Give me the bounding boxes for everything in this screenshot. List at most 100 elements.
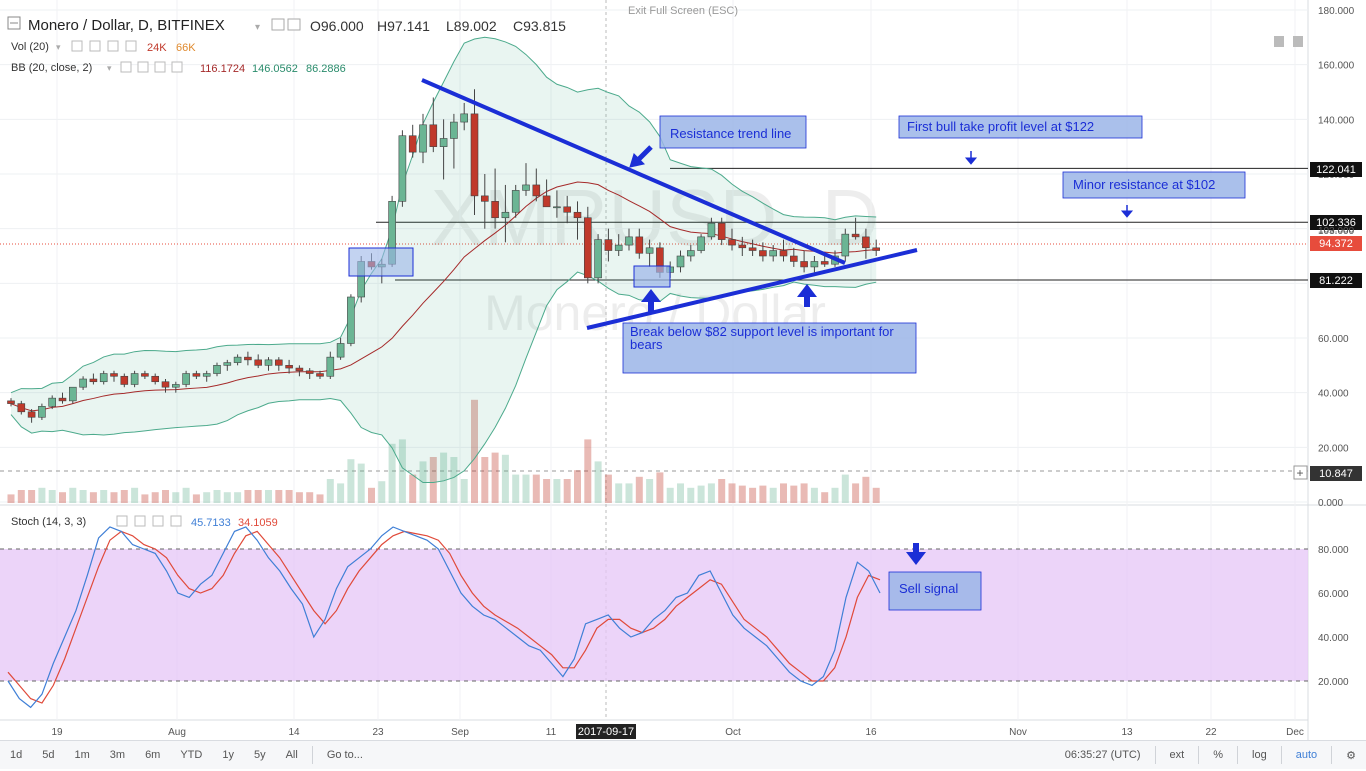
- range-1m[interactable]: 1m: [74, 749, 90, 761]
- exit-fullscreen[interactable]: Exit Full Screen (ESC): [628, 5, 738, 17]
- window-controls[interactable]: [1274, 36, 1303, 47]
- volume-bar: [810, 487, 818, 503]
- divider: [1280, 746, 1282, 764]
- volume-bar: [131, 487, 139, 503]
- gear-icon[interactable]: ⚙: [1346, 749, 1356, 762]
- candle-body: [480, 195, 489, 202]
- symbol-settings-icon[interactable]: [271, 18, 285, 31]
- vol-value-2: 66K: [176, 42, 196, 54]
- candle-body: [841, 233, 850, 257]
- range-5y[interactable]: 5y: [253, 749, 266, 761]
- stoch-label[interactable]: Stoch (14, 3, 3): [11, 516, 86, 528]
- candle-body: [439, 138, 448, 147]
- volume-bar: [141, 494, 149, 503]
- volume-bar: [368, 487, 375, 503]
- time-tick-label: Aug: [168, 727, 186, 738]
- time-tick-label: 13: [1121, 727, 1133, 738]
- price-tick-label: 140.000: [1318, 115, 1355, 126]
- symbol-title[interactable]: Monero / Dollar, D, BITFINEX: [28, 17, 225, 34]
- volume-bar: [460, 479, 468, 503]
- volume-bar: [574, 470, 581, 503]
- range-5d[interactable]: 5d: [42, 749, 55, 761]
- bb-settings-icons[interactable]: [120, 61, 183, 73]
- candle-body: [347, 296, 355, 344]
- symbol-compare-icon[interactable]: [287, 18, 301, 31]
- crosshair-date-tag: 2017-09-17: [576, 724, 636, 739]
- volume-bar: [79, 490, 87, 503]
- divider: [1331, 746, 1333, 764]
- ohlc-low: L89.002: [446, 18, 497, 34]
- stochastic-panel: [0, 526, 1308, 709]
- volume-bar: [615, 483, 623, 503]
- range-1d[interactable]: 1d: [10, 749, 23, 761]
- candle-body: [264, 359, 273, 366]
- candle-body: [728, 239, 736, 246]
- volume-bar: [326, 479, 334, 503]
- stoch-settings-icons[interactable]: [116, 515, 182, 527]
- candle-body: [759, 250, 767, 257]
- range-6m[interactable]: 6m: [145, 749, 161, 761]
- volume-bar: [697, 485, 705, 503]
- candle-body: [511, 190, 520, 213]
- volume-bar: [677, 483, 684, 503]
- volume-bar: [872, 487, 880, 503]
- volume-bar: [347, 459, 355, 503]
- volume-bar: [388, 443, 396, 503]
- bb-label[interactable]: BB (20, close, 2): [11, 62, 92, 74]
- bb-value-basis: 116.1724: [200, 63, 245, 75]
- add-indicator-button[interactable]: +: [1293, 465, 1308, 480]
- vol-settings-icons[interactable]: [71, 40, 137, 52]
- vol-label[interactable]: Vol (20): [11, 41, 49, 53]
- volume-bar: [244, 490, 252, 503]
- volume-bar: [223, 492, 231, 503]
- price-tick-label: 40.000: [1318, 389, 1349, 400]
- candle-body: [172, 384, 180, 388]
- candle-body: [614, 244, 623, 251]
- volume-bar: [666, 487, 674, 503]
- stoch-band: [0, 549, 1308, 681]
- svg-text:10.847: 10.847: [1319, 468, 1353, 480]
- symbol-dropdown-icon[interactable]: ▾: [255, 22, 260, 33]
- volume-bar: [203, 492, 211, 503]
- time-tick-label: Nov: [1009, 727, 1027, 738]
- vol-dropdown-icon[interactable]: ▾: [56, 42, 61, 52]
- volume-bar: [852, 483, 860, 503]
- bull-tp-label-box: [898, 115, 1143, 139]
- candle-body: [460, 113, 469, 123]
- volume-bar: [543, 479, 551, 503]
- range-all[interactable]: All: [285, 749, 298, 761]
- volume-bar: [213, 490, 221, 503]
- bb-dropdown-icon[interactable]: ▾: [107, 63, 112, 73]
- goto-button[interactable]: Go to...: [326, 749, 363, 761]
- candle-body: [408, 135, 417, 153]
- range-1y[interactable]: 1y: [222, 749, 234, 761]
- candle-body: [213, 365, 221, 374]
- stoch-tick-label: 80.000: [1318, 545, 1349, 556]
- volume-bar: [265, 490, 272, 503]
- volume-bar: [831, 487, 839, 503]
- clock: 06:35:27 (UTC): [1064, 749, 1141, 761]
- range-ytd[interactable]: YTD: [180, 749, 203, 761]
- volume-bars: [7, 399, 880, 503]
- ohlc-open: O96.000: [310, 18, 364, 34]
- volume-bar: [738, 485, 746, 503]
- log-toggle[interactable]: log: [1252, 749, 1267, 761]
- svg-text:81.222: 81.222: [1319, 275, 1353, 287]
- candle-body: [748, 247, 757, 251]
- candle-body: [429, 124, 438, 147]
- auto-toggle[interactable]: auto: [1295, 749, 1318, 761]
- candle-body: [17, 403, 26, 413]
- support-box: [633, 265, 671, 288]
- stoch-d-value: 34.1059: [238, 517, 278, 529]
- range-3m[interactable]: 3m: [109, 749, 126, 761]
- candle-body: [285, 365, 293, 369]
- candle-body: [161, 381, 170, 388]
- candle-body: [522, 184, 530, 191]
- ext-toggle[interactable]: ext: [1169, 749, 1185, 761]
- percent-toggle[interactable]: %: [1213, 749, 1224, 761]
- candle-body: [686, 250, 695, 257]
- volume-bar: [790, 485, 798, 503]
- time-tick-label: 23: [372, 727, 384, 738]
- sell-label-box: [888, 571, 982, 611]
